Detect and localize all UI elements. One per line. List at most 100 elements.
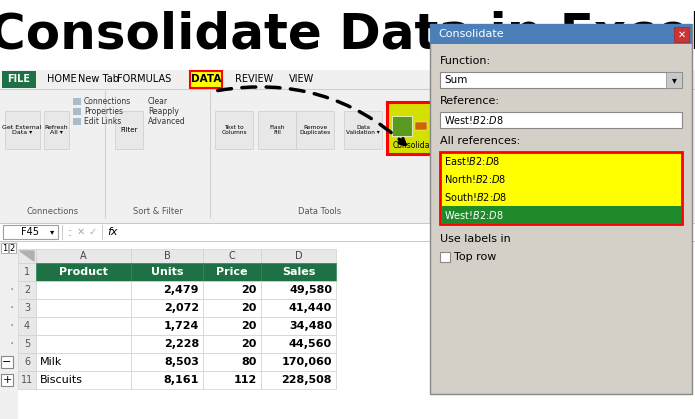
Text: ✓: ✓: [89, 227, 97, 237]
Bar: [3, 225, 58, 239]
Bar: [440, 72, 682, 88]
Text: 5: 5: [24, 339, 30, 349]
Text: 20: 20: [242, 303, 257, 313]
Text: 228,508: 228,508: [281, 375, 332, 385]
Text: 2: 2: [10, 243, 15, 253]
Bar: [674, 27, 689, 42]
Text: Product: Product: [59, 267, 108, 277]
Text: C: C: [229, 251, 236, 261]
Text: F45: F45: [21, 227, 39, 237]
Text: Flash
Fill: Flash Fill: [270, 124, 285, 135]
Bar: [0, 0, 695, 70]
Text: 80: 80: [242, 357, 257, 367]
Bar: [131, 317, 203, 335]
Text: 20: 20: [242, 321, 257, 331]
Text: Properties: Properties: [84, 106, 123, 116]
Bar: [18, 371, 36, 389]
Text: 11: 11: [21, 375, 33, 385]
Bar: [18, 335, 36, 353]
Bar: [36, 335, 131, 353]
Bar: [36, 281, 131, 299]
Bar: [261, 299, 336, 317]
Bar: [131, 335, 203, 353]
Text: Advanced: Advanced: [148, 116, 186, 126]
Text: Get External
Data ▾: Get External Data ▾: [2, 124, 42, 135]
Text: DATA: DATA: [191, 75, 221, 85]
Bar: [296, 111, 334, 149]
Text: HOME: HOME: [47, 75, 77, 85]
Text: ·: ·: [10, 301, 14, 315]
Text: 1: 1: [24, 267, 30, 277]
Text: Top row: Top row: [454, 252, 496, 262]
Bar: [430, 24, 692, 394]
Text: +: +: [2, 375, 12, 385]
Text: Connections: Connections: [84, 96, 131, 106]
Text: Data
Validation ▾: Data Validation ▾: [346, 124, 380, 135]
Text: 2,228: 2,228: [164, 339, 199, 349]
Bar: [73, 118, 81, 125]
Text: Milk: Milk: [40, 357, 63, 367]
Text: Sort & Filter: Sort & Filter: [133, 207, 183, 215]
Bar: [131, 353, 203, 371]
Text: Function:: Function:: [440, 56, 491, 66]
Text: South!$B$2:$D$8: South!$B$2:$D$8: [444, 191, 507, 203]
Text: VIEW: VIEW: [289, 75, 315, 85]
Text: ▾: ▾: [671, 75, 676, 85]
Text: 2,479: 2,479: [163, 285, 199, 295]
Bar: [73, 98, 81, 105]
Text: 8,161: 8,161: [163, 375, 199, 385]
Bar: [18, 249, 36, 263]
Text: Use labels in: Use labels in: [440, 234, 511, 244]
Bar: [18, 353, 36, 371]
Text: Remove
Duplicates: Remove Duplicates: [300, 124, 331, 135]
Bar: [215, 111, 253, 149]
Bar: [115, 111, 143, 149]
Bar: [445, 102, 480, 154]
Text: 20: 20: [242, 285, 257, 295]
Text: Sales: Sales: [281, 267, 316, 277]
Bar: [0, 241, 695, 419]
Bar: [261, 317, 336, 335]
Text: 1: 1: [2, 243, 7, 253]
Text: Biscuits: Biscuits: [40, 375, 83, 385]
Bar: [261, 335, 336, 353]
Bar: [1, 374, 13, 386]
Text: North!$B$2:$D$8: North!$B$2:$D$8: [444, 173, 507, 185]
Bar: [131, 281, 203, 299]
Bar: [36, 299, 131, 317]
Text: Reapply: Reapply: [148, 106, 179, 116]
Bar: [44, 111, 69, 149]
Bar: [131, 299, 203, 317]
Text: 20: 20: [242, 339, 257, 349]
Bar: [36, 263, 131, 281]
Text: Refresh
All ▾: Refresh All ▾: [44, 124, 68, 135]
Bar: [392, 116, 412, 136]
Text: REVIEW: REVIEW: [235, 75, 273, 85]
Text: 8,503: 8,503: [164, 357, 199, 367]
Bar: [203, 281, 261, 299]
Text: Reference:: Reference:: [440, 96, 500, 106]
Text: West!$B$2:$D$8: West!$B$2:$D$8: [444, 209, 504, 221]
Text: Text to
Columns: Text to Columns: [221, 124, 247, 135]
Bar: [261, 281, 336, 299]
Bar: [387, 102, 443, 154]
Bar: [203, 263, 261, 281]
Bar: [36, 371, 131, 389]
Bar: [415, 122, 427, 130]
Text: ✕: ✕: [77, 227, 85, 237]
Text: New Tab: New Tab: [79, 75, 120, 85]
Text: West!$B$2:$D$8: West!$B$2:$D$8: [444, 114, 504, 126]
Bar: [36, 317, 131, 335]
Text: A: A: [80, 251, 87, 261]
Bar: [441, 206, 681, 224]
Bar: [203, 335, 261, 353]
Text: ·: ·: [10, 319, 14, 333]
Bar: [203, 249, 261, 263]
Text: ▾: ▾: [50, 228, 54, 236]
Bar: [203, 317, 261, 335]
Text: :: :: [68, 225, 72, 238]
Text: 4: 4: [24, 321, 30, 331]
Text: Data Tools: Data Tools: [298, 207, 342, 215]
Bar: [0, 70, 695, 89]
Text: ✕: ✕: [678, 30, 686, 40]
